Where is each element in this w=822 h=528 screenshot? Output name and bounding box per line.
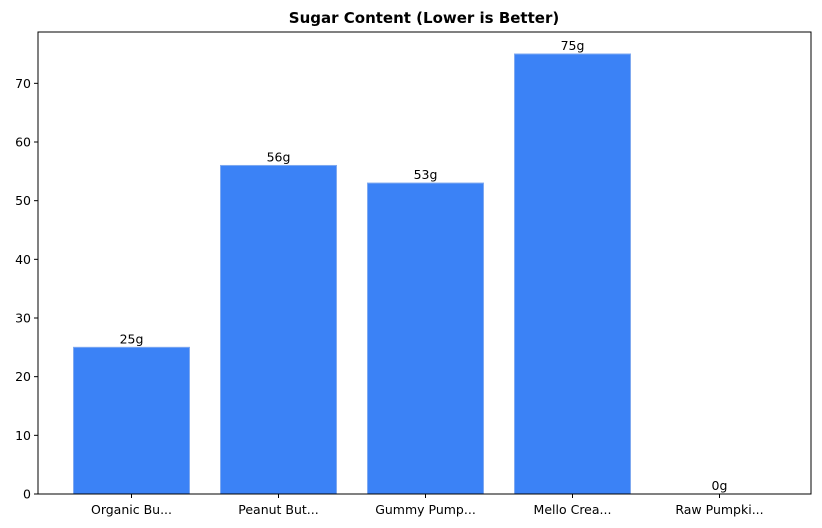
data-label-1: 56g: [267, 149, 291, 164]
x-tick-label-0: Organic Bu...: [91, 502, 172, 517]
x-tick-label-2: Gummy Pump...: [375, 502, 476, 517]
y-tick-label-0: 0: [23, 487, 31, 502]
bars-group: [73, 53, 631, 495]
bar-1: [220, 164, 337, 495]
y-tick-label-5: 50: [15, 193, 31, 208]
y-tick-label-7: 70: [15, 76, 31, 91]
x-axis: Organic Bu... Peanut But... Gummy Pump... M…: [91, 494, 764, 517]
x-tick-label-1: Peanut But...: [238, 502, 318, 517]
data-label-4: 0g: [712, 478, 728, 493]
chart-title: Sugar Content (Lower is Better): [289, 9, 559, 27]
bar-2: [367, 182, 484, 495]
x-tick-label-4: Raw Pumpki...: [675, 502, 763, 517]
bar-3: [514, 53, 631, 495]
y-axis: 0 10 20 30 40 50 60 70: [15, 76, 38, 502]
y-tick-label-2: 20: [15, 369, 31, 384]
data-label-2: 53g: [414, 167, 438, 182]
plot-frame: [37, 31, 812, 495]
y-tick-label-4: 40: [15, 252, 31, 267]
data-label-3: 75g: [561, 38, 585, 53]
y-tick-label-1: 10: [15, 428, 31, 443]
y-tick-label-3: 30: [15, 311, 31, 326]
data-labels-group: 25g 56g 53g 75g 0g: [120, 38, 728, 493]
y-tick-label-6: 60: [15, 135, 31, 150]
x-tick-label-3: Mello Crea...: [534, 502, 612, 517]
data-label-0: 25g: [120, 331, 144, 346]
bar-0: [73, 346, 190, 495]
